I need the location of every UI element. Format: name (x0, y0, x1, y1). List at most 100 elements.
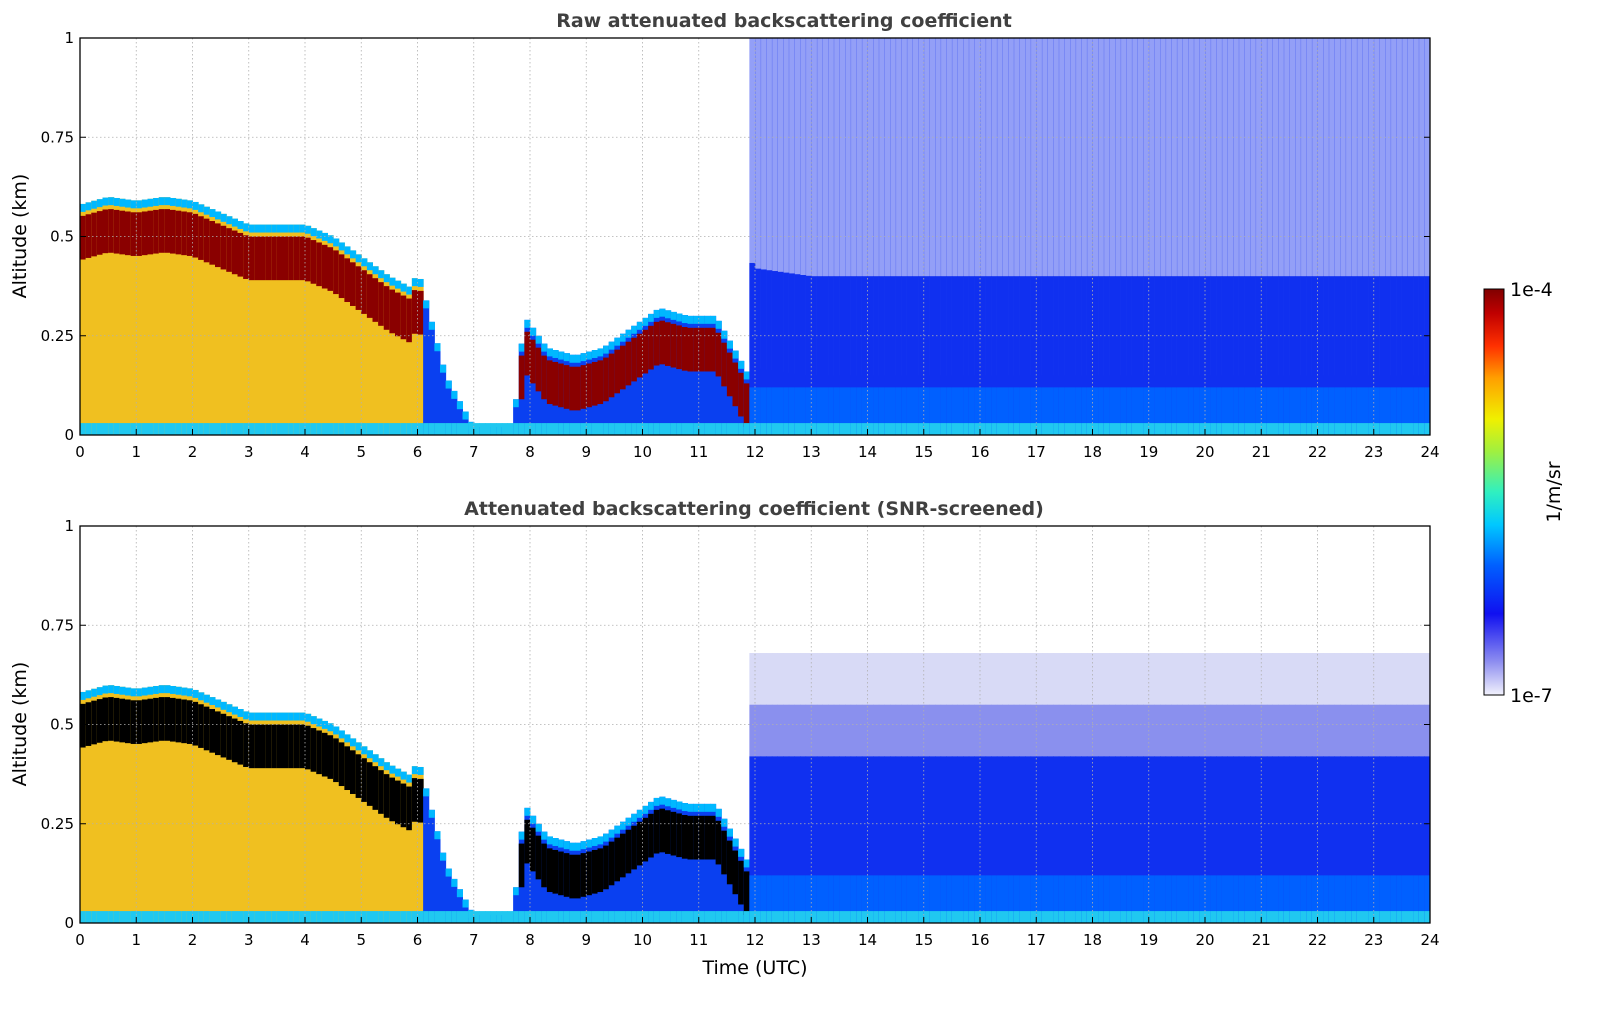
heatmap-cell (220, 701, 227, 923)
x-tick-label: 0 (75, 931, 85, 949)
heatmap-cell (372, 278, 379, 322)
heatmap-cell (1362, 704, 1369, 757)
heatmap-cell (1008, 38, 1015, 376)
heatmap-cell (186, 700, 193, 744)
heatmap-cell (108, 685, 115, 694)
heatmap-cell (1283, 38, 1290, 376)
heatmap-cell (794, 38, 801, 374)
heatmap-cell (732, 850, 739, 895)
heatmap-cell (1036, 875, 1043, 923)
heatmap-cell (614, 837, 621, 882)
heatmap-cell (1008, 423, 1015, 435)
heatmap-cell (1148, 756, 1155, 923)
heatmap-cell (777, 911, 784, 923)
heatmap-cell (1238, 423, 1245, 435)
heatmap-cell (282, 224, 289, 233)
heatmap-cell (867, 276, 874, 435)
heatmap-cell (777, 875, 784, 923)
heatmap-cell (670, 911, 677, 923)
heatmap-cell (1379, 875, 1386, 923)
heatmap-cell (530, 423, 537, 435)
heatmap-cell (1120, 911, 1127, 923)
heatmap-cell (1171, 38, 1178, 376)
heatmap-cell (861, 875, 868, 923)
heatmap-cell (636, 321, 643, 435)
heatmap-cell (974, 387, 981, 435)
heatmap-cell (518, 843, 525, 888)
heatmap-cell (1233, 911, 1240, 923)
heatmap-cell (333, 911, 340, 923)
heatmap-cell (1008, 911, 1015, 923)
heatmap-cell (130, 200, 137, 209)
heatmap-cell (260, 224, 267, 233)
heatmap-cell (1098, 38, 1105, 376)
heatmap-cell (1300, 276, 1307, 435)
heatmap-cell (108, 911, 115, 923)
heatmap-cell (597, 423, 604, 435)
heatmap-cell (344, 423, 351, 435)
heatmap-cell (771, 271, 778, 435)
heatmap-cell (203, 423, 210, 435)
heatmap-cell (445, 380, 452, 435)
heatmap-cell (985, 875, 992, 923)
heatmap-cell (1266, 875, 1273, 923)
heatmap-cell (271, 224, 278, 233)
heatmap-cell (816, 423, 823, 435)
heatmap-cell (1013, 38, 1020, 376)
heatmap-cell (968, 38, 975, 376)
heatmap-cell (389, 911, 396, 923)
heatmap-cell (569, 423, 576, 435)
x-axis: 0 1 2 3 4 5 6 7 8 9 10 11 12 13 14 15 16 17 18 19 20 21 22 23 24 (75, 429, 1440, 461)
heatmap-cell (901, 756, 908, 923)
heatmap-cell (693, 815, 700, 860)
heatmap-cell (406, 911, 413, 923)
heatmap-cell (715, 423, 722, 435)
heatmap-cell (1413, 875, 1420, 923)
heatmap-cell (518, 423, 525, 435)
heatmap-cell (535, 835, 542, 880)
heatmap-cell (1390, 276, 1397, 435)
heatmap-cell (113, 209, 120, 254)
heatmap-cell (636, 333, 643, 378)
heatmap-cell (1154, 875, 1161, 923)
heatmap-cell (1030, 423, 1037, 435)
heatmap-cell (153, 911, 160, 923)
heatmap-cell (310, 423, 317, 435)
heatmap-cell (108, 697, 115, 741)
heatmap-cell (1092, 704, 1099, 757)
heatmap-cell (1216, 276, 1223, 435)
heatmap-cell (957, 875, 964, 923)
heatmap-cell (1013, 387, 1020, 435)
heatmap-cell (642, 817, 649, 862)
heatmap-cell (1368, 387, 1375, 435)
heatmap-cell (912, 653, 919, 705)
heatmap-cell (1193, 704, 1200, 757)
heatmap-cell (1368, 653, 1375, 705)
heatmap-cell (1385, 756, 1392, 923)
heatmap-cell (1036, 387, 1043, 435)
heatmap-cell (1351, 911, 1358, 923)
heatmap-cell (400, 783, 407, 828)
heatmap-cell (1340, 653, 1347, 705)
heatmap-cell (1002, 653, 1009, 705)
raw-backscatter-panel: Raw attenuated backscattering coefficien… (9, 10, 1440, 461)
heatmap-cell (1002, 875, 1009, 923)
heatmap-cell (1278, 704, 1285, 757)
heatmap-cell (631, 813, 638, 822)
heatmap-cell (1396, 911, 1403, 923)
heatmap-cell (648, 801, 655, 923)
heatmap-cell (901, 38, 908, 376)
heatmap-cell (327, 235, 334, 244)
heatmap-cell (198, 204, 205, 213)
heatmap-cell (1154, 756, 1161, 923)
heatmap-cell (1396, 276, 1403, 435)
heatmap-cell (586, 423, 593, 435)
heatmap-cell (1115, 38, 1122, 376)
heatmap-cell (271, 911, 278, 923)
heatmap-cell (321, 720, 328, 923)
heatmap-cell (1143, 276, 1150, 435)
heatmap-cell (1311, 387, 1318, 435)
heatmap-cell (1182, 423, 1189, 435)
heatmap-cell (243, 423, 250, 435)
heatmap-cell (400, 771, 407, 923)
